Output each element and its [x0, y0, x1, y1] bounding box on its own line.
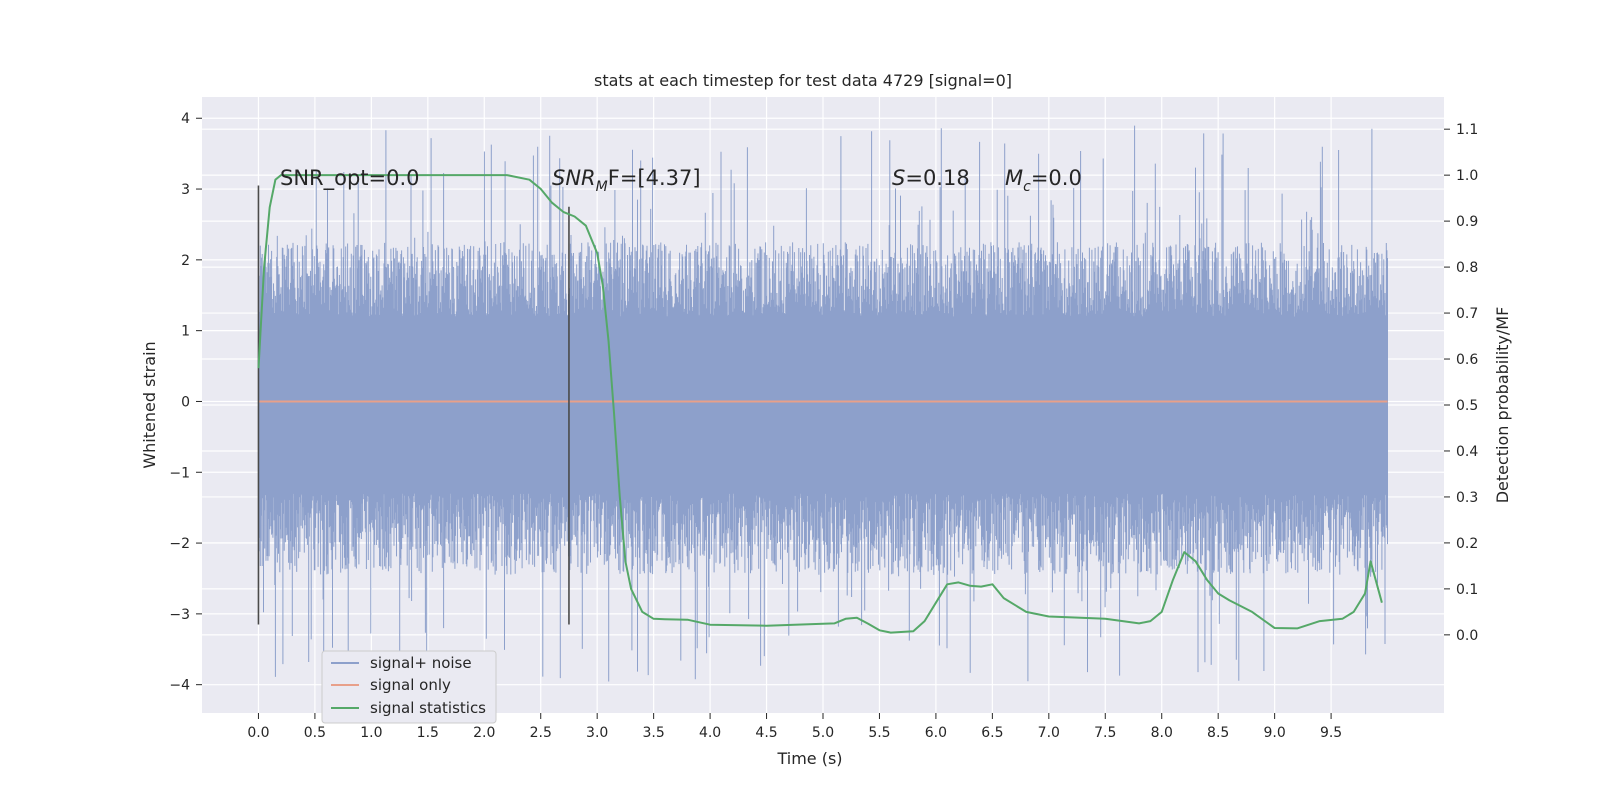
x-tick-label: 9.0: [1264, 725, 1286, 741]
x-tick-label: 9.5: [1320, 725, 1342, 741]
y-tick-label: 0: [181, 394, 190, 410]
x-tick-label: 8.0: [1151, 725, 1173, 741]
x-tick-label: 1.0: [360, 725, 382, 741]
snr-opt-annotation: SNR_opt=0.0: [280, 166, 420, 191]
x-tick-label: 4.5: [755, 725, 777, 741]
y2-tick-label: 0.7: [1456, 306, 1478, 322]
snr-mf-subscript: M: [596, 179, 608, 195]
y-tick-label: −3: [169, 607, 190, 623]
x-axis-ticks: 0.0 0.5 1.0 1.5 2.0 2.5 3.0 3.5 4.0 4.5 5.0 5.5 6.0 6…: [247, 713, 1342, 741]
x-tick-label: 2.0: [473, 725, 495, 741]
chart-title: stats at each timestep for test data 472…: [594, 71, 1012, 90]
y2-tick-label: 0.8: [1456, 260, 1478, 276]
y2-axis-ticks: 1.1 1.0 0.9 0.8 0.7 0.6 0.5 0.4 0.3 0.2 0.1 0.0: [1444, 122, 1478, 644]
x-tick-label: 6.5: [981, 725, 1003, 741]
y-tick-label: −1: [169, 465, 190, 481]
y2-tick-label: 0.9: [1456, 214, 1478, 230]
y2-tick-label: 0.5: [1456, 398, 1478, 414]
snr-mf-value: F=[4.37]: [608, 166, 701, 190]
s-value: =0.18: [905, 166, 969, 190]
y2-tick-label: 0.0: [1456, 628, 1478, 644]
x-tick-label: 7.0: [1038, 725, 1060, 741]
y2-tick-label: 0.4: [1456, 444, 1478, 460]
y2-tick-label: 0.2: [1456, 536, 1478, 552]
x-tick-label: 2.5: [530, 725, 552, 741]
x-tick-label: 6.0: [925, 725, 947, 741]
y-axis-ticks: 4 3 2 1 0 −1 −2 −3 −4: [169, 111, 202, 694]
y-tick-label: 1: [181, 324, 190, 340]
y2-tick-label: 1.0: [1456, 168, 1478, 184]
legend: signal+ noise signal only signal statist…: [321, 650, 497, 724]
y-tick-label: −4: [169, 678, 190, 694]
x-tick-label: 5.5: [868, 725, 890, 741]
x-tick-label: 7.5: [1094, 725, 1116, 741]
s-annotation: S=0.18: [892, 166, 970, 190]
legend-label-signal: signal only: [370, 676, 451, 694]
x-axis-label: Time (s): [776, 749, 842, 768]
s-symbol: S: [892, 166, 905, 190]
mc-annotation: Mc=0.0: [1005, 166, 1082, 195]
x-tick-label: 4.0: [699, 725, 721, 741]
y-tick-label: −2: [169, 536, 190, 552]
y2-tick-label: 1.1: [1456, 122, 1478, 138]
signal-noise-series: [258, 125, 1388, 682]
y2-tick-label: 0.6: [1456, 352, 1478, 368]
signal-statistics-series: [257, 174, 1383, 634]
x-tick-label: 8.5: [1207, 725, 1229, 741]
legend-label-noise: signal+ noise: [370, 654, 472, 672]
y-axis-label: Whitened strain: [140, 341, 159, 468]
y-tick-label: 4: [181, 111, 190, 127]
y-tick-label: 3: [181, 182, 190, 198]
legend-label-statistics: signal statistics: [370, 699, 486, 717]
mc-symbol: M: [1005, 166, 1023, 190]
y2-axis-label: Detection probability/MF: [1493, 307, 1512, 504]
y2-tick-label: 0.3: [1456, 490, 1478, 506]
mc-subscript: c: [1023, 179, 1031, 195]
x-tick-label: 0.0: [247, 725, 269, 741]
x-tick-label: 5.0: [812, 725, 834, 741]
x-tick-label: 3.0: [586, 725, 608, 741]
mc-value: =0.0: [1031, 166, 1082, 190]
y-tick-label: 2: [181, 253, 190, 269]
vertical-markers: [257, 185, 570, 625]
y2-tick-label: 0.1: [1456, 582, 1478, 598]
snr-mf-symbol: SNR: [552, 166, 596, 190]
legend-box: [321, 650, 497, 724]
x-tick-label: 1.5: [417, 725, 439, 741]
x-tick-label: 3.5: [643, 725, 665, 741]
x-tick-label: 0.5: [304, 725, 326, 741]
snr-mf-annotation: SNRMF=[4.37]: [552, 166, 701, 195]
